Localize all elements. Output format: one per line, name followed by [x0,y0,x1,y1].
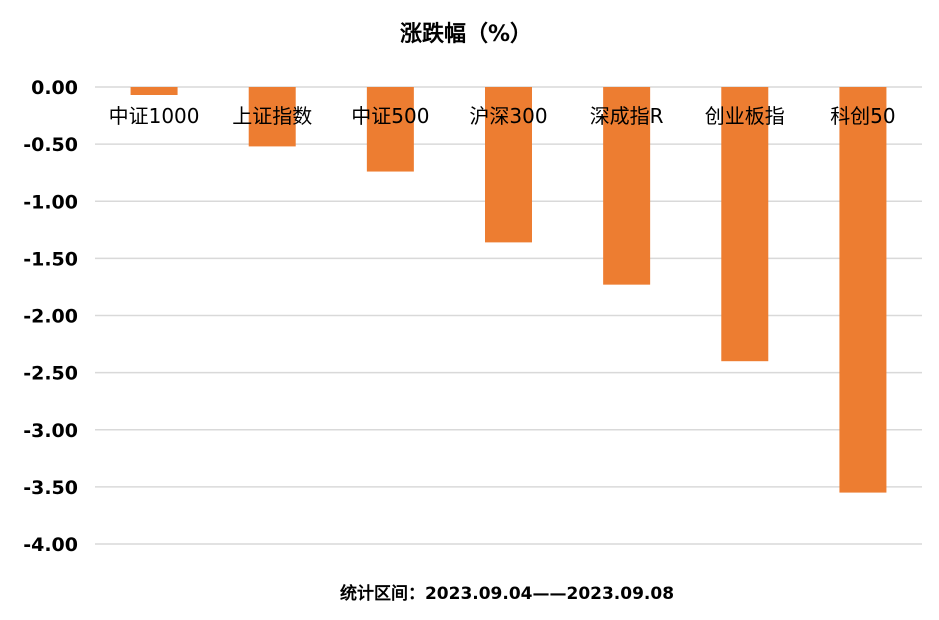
bar-2 [366,87,414,172]
y-tick-label-2: -1.00 [23,191,78,213]
bar-0 [130,87,178,95]
bar-1 [248,87,296,147]
bars [130,87,887,493]
gridlines [95,86,922,545]
chart-title: 涨跌幅（%） [400,22,532,47]
date-range-note: 统计区间：2023.09.04——2023.09.08 [340,583,674,604]
y-tick-label-7: -3.50 [23,477,78,499]
category-label-2: 中证500 [351,104,429,128]
y-tick-label-6: -3.00 [23,420,78,442]
y-tick-label-8: -4.00 [23,534,78,556]
category-label-6: 科创50 [830,104,895,128]
bar-3 [485,87,532,243]
y-tick-label-5: -2.50 [23,363,78,385]
bar-5 [721,87,769,362]
category-label-0: 中证1000 [109,104,200,128]
category-label-1: 上证指数 [232,104,312,128]
category-label-3: 沪深300 [469,104,547,128]
bar-4 [603,87,651,285]
bar-6 [839,87,887,493]
category-label-4: 深成指R [590,104,664,128]
category-label-5: 创业板指 [705,104,785,128]
y-tick-label-3: -1.50 [23,248,78,270]
category-labels: 中证1000 上证指数 中证500 沪深300 深成指R 创业板指 科创50 [109,104,896,128]
y-tick-label-1: -0.50 [23,134,78,156]
y-tick-label-4: -2.00 [23,306,78,328]
y-tick-label-0: 0.00 [31,77,78,99]
y-axis-ticks: 0.00 -0.50 -1.00 -1.50 -2.00 -2.50 -3.00 -3.50 -… [23,77,78,556]
